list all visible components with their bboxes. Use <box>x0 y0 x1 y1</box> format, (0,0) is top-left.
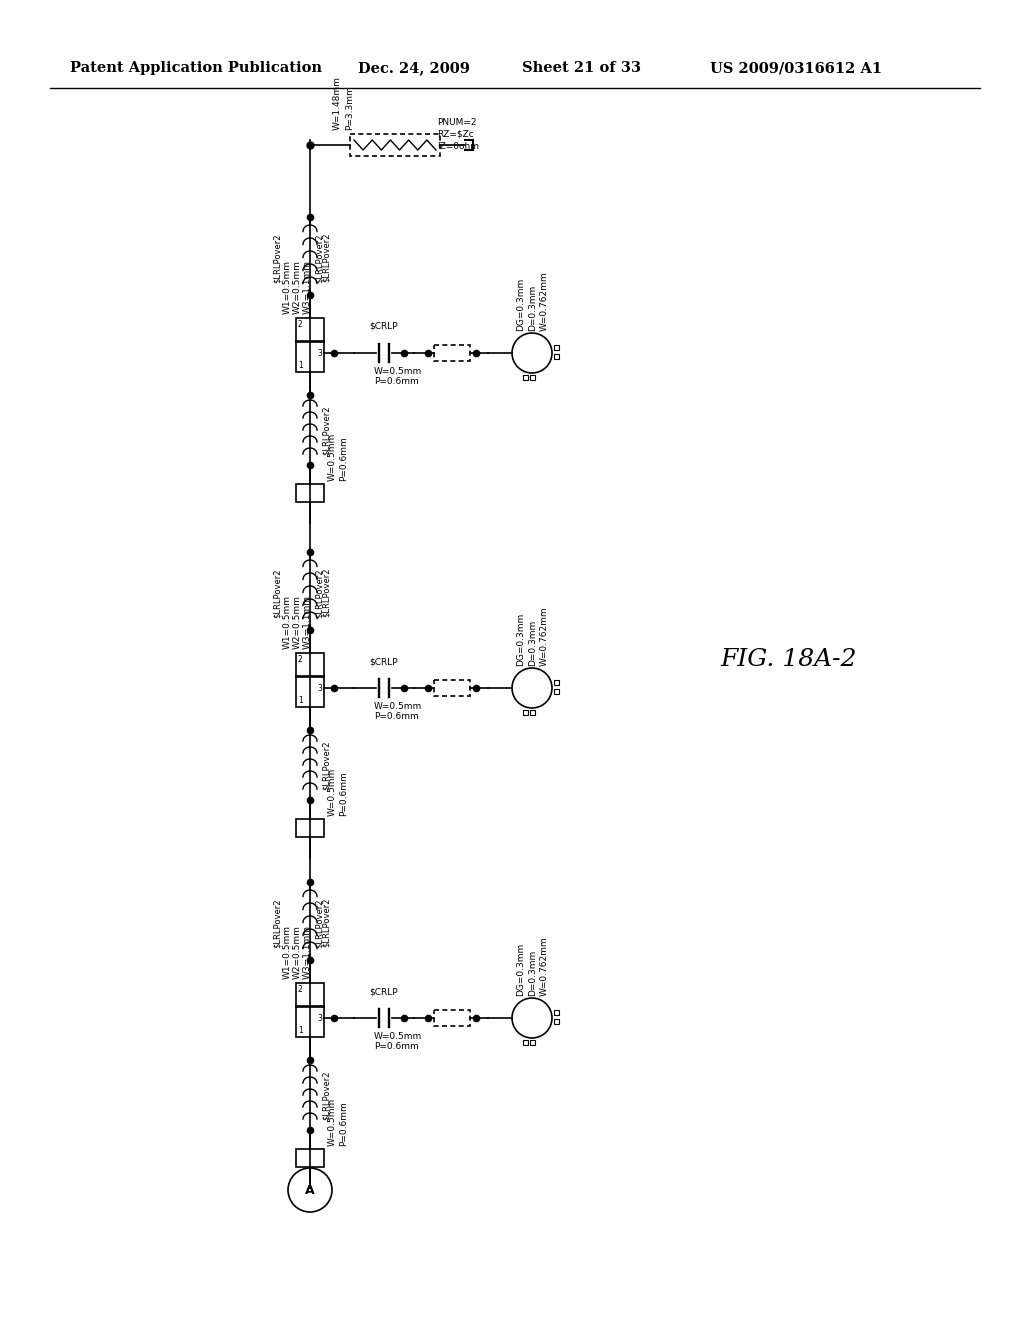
Text: $LRLPover2: $LRLPover2 <box>315 234 324 282</box>
Bar <box>522 375 527 380</box>
Text: RZ=$Zc: RZ=$Zc <box>437 129 474 139</box>
Bar <box>296 676 324 706</box>
Text: P=0.6mm: P=0.6mm <box>339 1101 348 1146</box>
Text: 3: 3 <box>317 348 322 358</box>
Bar <box>554 354 559 359</box>
Text: DG=0.3mm: DG=0.3mm <box>516 612 525 667</box>
Text: $LRLPover2: $LRLPover2 <box>273 569 282 618</box>
Text: $LRLPover2: $LRLPover2 <box>273 234 282 282</box>
Bar <box>296 342 324 371</box>
Text: 3: 3 <box>317 1014 322 1023</box>
Text: $CRLP: $CRLP <box>370 657 398 667</box>
Text: $LRLPover2: $LRLPover2 <box>322 898 331 948</box>
Text: $LRLPover2: $LRLPover2 <box>315 569 324 618</box>
Bar <box>529 1040 535 1045</box>
Text: PNUM=2: PNUM=2 <box>437 117 476 127</box>
Text: W3=1.1mm: W3=1.1mm <box>303 260 312 314</box>
Text: $LRLPover2: $LRLPover2 <box>322 405 331 455</box>
Text: W2=0.5mm: W2=0.5mm <box>293 260 302 314</box>
Text: D=0.3mm: D=0.3mm <box>528 285 537 331</box>
Bar <box>554 1019 559 1024</box>
Text: P=0.6mm: P=0.6mm <box>374 711 419 721</box>
Text: $LRLPover2: $LRLPover2 <box>322 741 331 789</box>
Bar <box>554 1010 559 1015</box>
Text: $LRLPover2: $LRLPover2 <box>322 1071 331 1119</box>
Text: W2=0.5mm: W2=0.5mm <box>293 925 302 979</box>
Text: FIG. 18A-2: FIG. 18A-2 <box>720 648 856 672</box>
Text: Sheet 21 of 33: Sheet 21 of 33 <box>522 61 641 75</box>
Bar <box>296 1006 324 1036</box>
Bar <box>434 680 470 696</box>
Text: W=0.5mm: W=0.5mm <box>374 1032 422 1041</box>
Text: Patent Application Publication: Patent Application Publication <box>70 61 322 75</box>
Text: $CRLP: $CRLP <box>370 987 398 997</box>
Text: DG=0.3mm: DG=0.3mm <box>516 942 525 997</box>
Text: W=0.762mm: W=0.762mm <box>540 936 549 997</box>
Bar <box>529 710 535 715</box>
Text: IZ=0ohm: IZ=0ohm <box>437 143 479 150</box>
Bar <box>554 345 559 350</box>
Text: W1=0.5mm: W1=0.5mm <box>283 925 292 979</box>
Text: D=0.3mm: D=0.3mm <box>528 950 537 997</box>
Text: W=0.5mm: W=0.5mm <box>374 367 422 376</box>
Text: $LRLPover2: $LRLPover2 <box>315 899 324 948</box>
Bar <box>522 1040 527 1045</box>
Text: D=0.3mm: D=0.3mm <box>528 620 537 667</box>
Bar <box>296 484 324 502</box>
Text: W3=1.1mm: W3=1.1mm <box>303 595 312 649</box>
Text: P=0.6mm: P=0.6mm <box>339 436 348 480</box>
Text: W3=1.1mm: W3=1.1mm <box>303 925 312 979</box>
Text: $LRLPover2: $LRLPover2 <box>322 568 331 618</box>
Text: W=0.762mm: W=0.762mm <box>540 606 549 667</box>
Text: $LRLPover2: $LRLPover2 <box>322 232 331 282</box>
Text: 2: 2 <box>298 985 303 994</box>
Bar <box>296 818 324 837</box>
Bar <box>296 983 324 1007</box>
Text: P=3.3mm: P=3.3mm <box>345 86 354 129</box>
Text: W=0.5mm: W=0.5mm <box>374 702 422 711</box>
Text: DG=0.3mm: DG=0.3mm <box>516 277 525 331</box>
Text: $CRLP: $CRLP <box>370 322 398 331</box>
Bar <box>350 135 440 156</box>
Text: W1=0.5mm: W1=0.5mm <box>283 260 292 314</box>
Text: 1: 1 <box>298 360 303 370</box>
Text: P=0.6mm: P=0.6mm <box>374 1041 419 1051</box>
Text: 1: 1 <box>298 696 303 705</box>
Text: US 2009/0316612 A1: US 2009/0316612 A1 <box>710 61 882 75</box>
Text: A: A <box>305 1184 314 1196</box>
Bar <box>522 710 527 715</box>
Bar <box>529 375 535 380</box>
Text: $LRLPover2: $LRLPover2 <box>273 899 282 948</box>
Bar <box>434 345 470 360</box>
Text: P=0.6mm: P=0.6mm <box>339 771 348 816</box>
Text: W=1.48mm: W=1.48mm <box>333 77 342 129</box>
Text: Dec. 24, 2009: Dec. 24, 2009 <box>358 61 470 75</box>
Text: 3: 3 <box>317 684 322 693</box>
Text: 2: 2 <box>298 319 303 329</box>
Bar <box>434 1010 470 1026</box>
Text: W=0.762mm: W=0.762mm <box>540 272 549 331</box>
Text: 2: 2 <box>298 655 303 664</box>
Text: W2=0.5mm: W2=0.5mm <box>293 595 302 649</box>
Bar <box>296 653 324 677</box>
Bar <box>296 318 324 342</box>
Text: 1: 1 <box>298 1026 303 1035</box>
Bar <box>554 680 559 685</box>
Bar <box>296 1148 324 1167</box>
Text: W=0.5mm: W=0.5mm <box>328 1098 337 1146</box>
Text: W1=0.5mm: W1=0.5mm <box>283 595 292 649</box>
Bar <box>554 689 559 694</box>
Text: W=0.5mm: W=0.5mm <box>328 768 337 816</box>
Text: W=0.5mm: W=0.5mm <box>328 433 337 480</box>
Text: P=0.6mm: P=0.6mm <box>374 378 419 385</box>
